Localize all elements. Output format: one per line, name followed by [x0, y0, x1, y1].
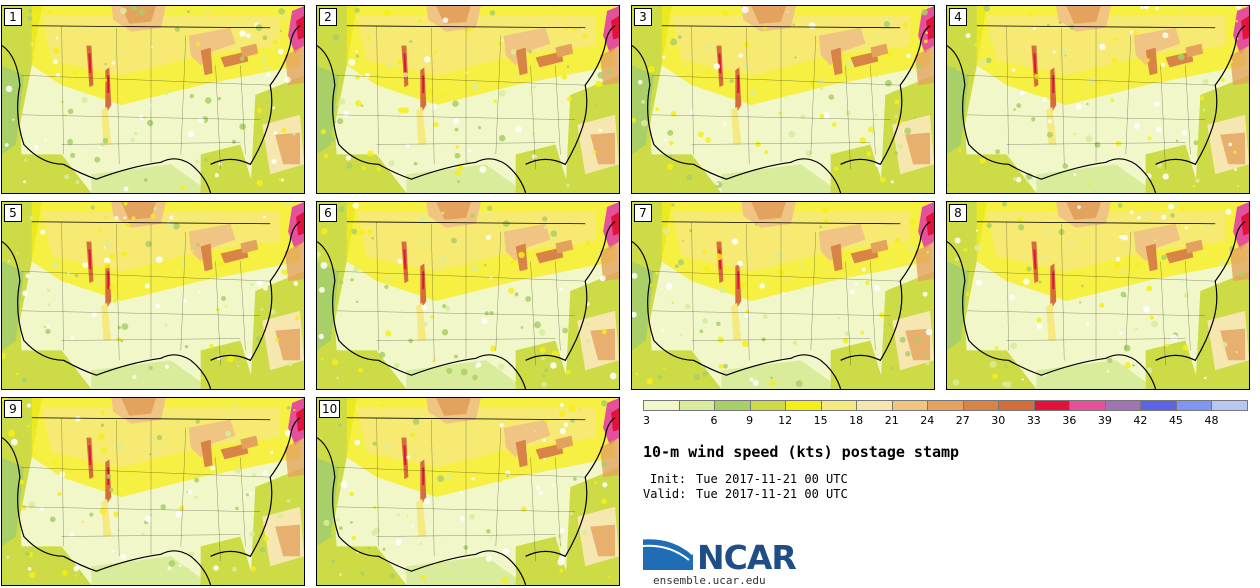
map-panel: 6 — [316, 201, 620, 390]
legend-swatch — [856, 400, 893, 411]
legend-swatch — [1033, 400, 1071, 411]
map-panel: 9 — [1, 397, 305, 586]
panel-number: 2 — [319, 8, 337, 26]
legend-swatch — [643, 400, 680, 411]
map-panel: 10 — [316, 397, 620, 586]
legend-swatch — [998, 400, 1035, 411]
ncar-logo-icon — [643, 536, 695, 570]
legend-tick: 21 — [884, 414, 899, 427]
legend-swatch — [1069, 400, 1106, 411]
map-panel: 1 — [1, 5, 305, 194]
panel-number: 7 — [634, 204, 652, 222]
panel-number: 4 — [949, 8, 967, 26]
color-legend — [643, 400, 1248, 412]
wind-speed-map — [632, 6, 934, 193]
wind-speed-map — [2, 202, 304, 389]
panel-number: 9 — [4, 400, 22, 418]
legend-tick: 3 — [643, 414, 650, 427]
legend-tick: 33 — [1026, 414, 1041, 427]
valid-value: Tue 2017-11-21 00 UTC — [696, 487, 848, 501]
map-panel: 3 — [631, 5, 935, 194]
panel-number: 3 — [634, 8, 652, 26]
legend-ticks: 3 6 9 12 15 18 21 24 27 30 33 36 39 42 45 48 — [643, 414, 1260, 428]
legend-swatch — [1104, 400, 1142, 411]
legend-tick: 15 — [813, 414, 828, 427]
legend-tick: 30 — [991, 414, 1006, 427]
legend-tick: 39 — [1097, 414, 1112, 427]
wind-speed-map — [317, 202, 619, 389]
wind-speed-map — [317, 398, 619, 585]
legend-tick: 6 — [710, 414, 718, 427]
page-title: 10-m wind speed (kts) postage stamp — [643, 443, 960, 461]
legend-tick: 18 — [849, 414, 864, 427]
legend-tick: 12 — [778, 414, 793, 427]
legend-tick: 42 — [1133, 414, 1148, 427]
panel-number: 10 — [319, 400, 341, 418]
valid-label: Valid: — [643, 487, 687, 501]
init-label: Init: — [650, 472, 687, 486]
map-panel: 4 — [946, 5, 1250, 194]
logo-url: ensemble.ucar.edu — [653, 574, 766, 587]
legend-swatch — [927, 400, 964, 411]
map-panel: 8 — [946, 201, 1250, 390]
wind-speed-map — [632, 202, 934, 389]
legend-tick: 48 — [1204, 414, 1219, 427]
panel-number: 6 — [319, 204, 337, 222]
wind-speed-map — [947, 202, 1249, 389]
legend-swatch — [1211, 400, 1248, 411]
wind-speed-map — [317, 6, 619, 193]
wind-speed-map — [2, 398, 304, 585]
legend-swatch — [785, 400, 822, 411]
panel-number: 8 — [949, 204, 967, 222]
logo-wordmark: NCAR — [697, 538, 797, 577]
panel-number: 1 — [4, 8, 22, 26]
map-panel: 2 — [316, 5, 620, 194]
legend-swatch — [891, 400, 929, 411]
map-panel: 5 — [1, 201, 305, 390]
init-value: Tue 2017-11-21 00 UTC — [696, 472, 848, 486]
wind-speed-map — [2, 6, 304, 193]
legend-swatch — [820, 400, 858, 411]
legend-swatch — [714, 400, 751, 411]
legend-tick: 27 — [955, 414, 970, 427]
panel-number: 5 — [4, 204, 22, 222]
legend-tick: 45 — [1168, 414, 1183, 427]
legend-tick: 36 — [1062, 414, 1077, 427]
legend-swatch — [749, 400, 787, 411]
wind-speed-map — [947, 6, 1249, 193]
legend-swatch — [678, 400, 716, 411]
legend-swatch — [962, 400, 1000, 411]
legend-swatch — [1140, 400, 1177, 411]
legend-swatch — [1175, 400, 1213, 411]
legend-tick: 9 — [746, 414, 754, 427]
legend-tick: 24 — [920, 414, 935, 427]
map-panel: 7 — [631, 201, 935, 390]
